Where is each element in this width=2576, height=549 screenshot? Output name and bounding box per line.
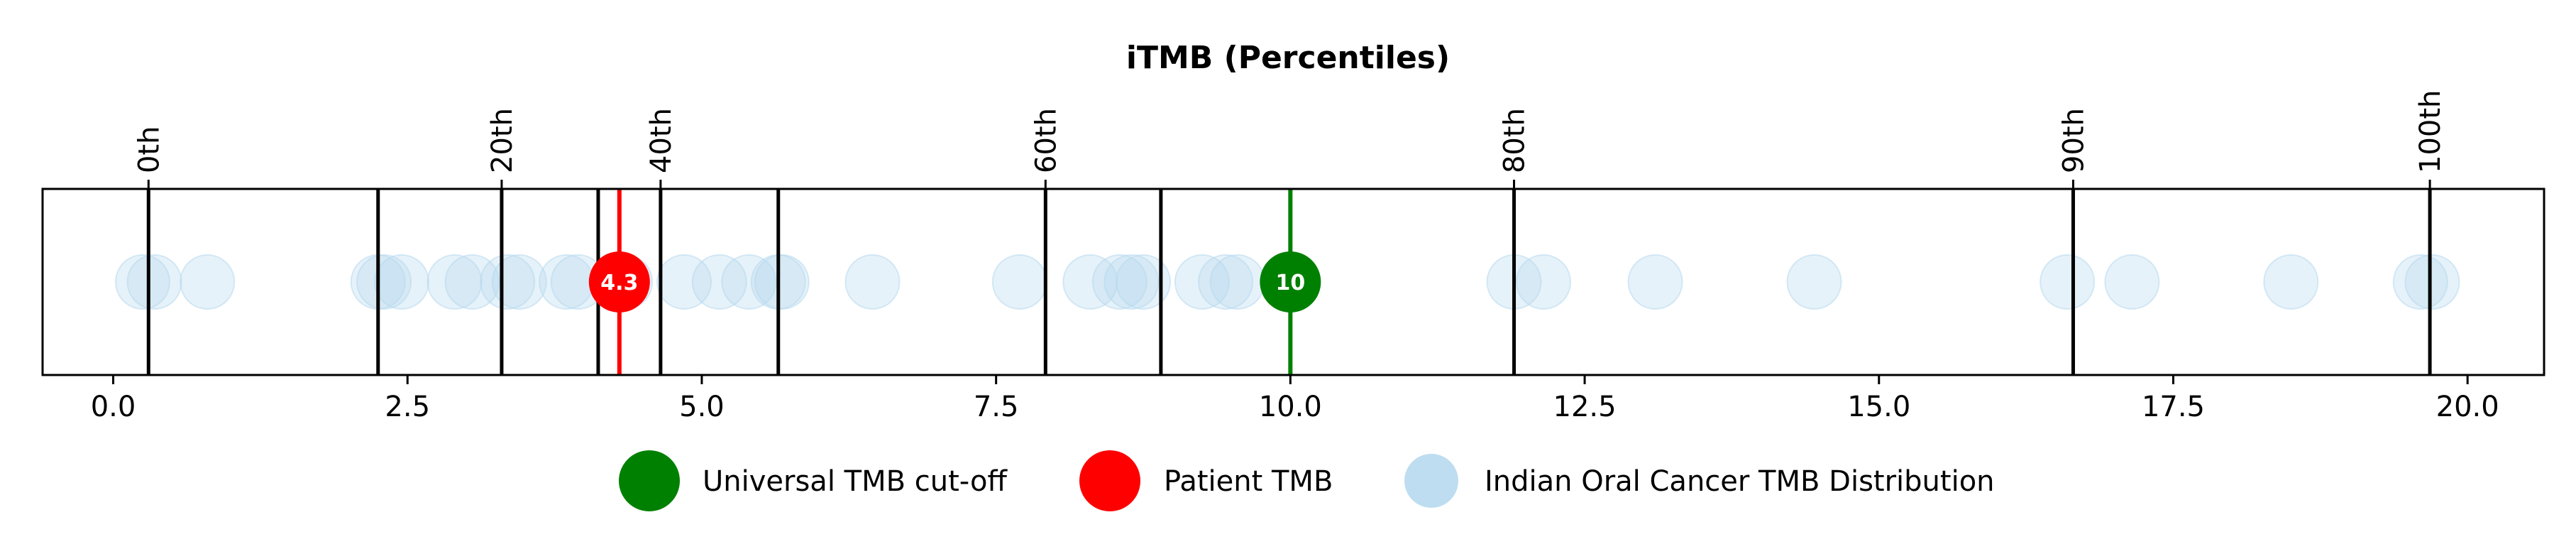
legend-cutoff-marker — [619, 450, 680, 511]
distribution-point — [1198, 254, 1254, 310]
x-tick-label: 0.0 — [91, 391, 136, 423]
distribution-point — [991, 254, 1047, 310]
distribution-point — [691, 254, 747, 310]
distribution-point — [2263, 254, 2319, 310]
x-tick-label: 2.5 — [385, 391, 430, 423]
distribution-point — [126, 254, 182, 310]
distribution-point — [1627, 254, 1683, 310]
x-axis: 0.0 2.5 5.0 7.5 10.0 12.5 15.0 17.5 20.0 — [91, 375, 2499, 423]
distribution-point — [2392, 254, 2448, 310]
percentile-label: 20th — [486, 108, 519, 173]
legend-patient-marker — [1079, 450, 1140, 511]
distribution-point — [2404, 254, 2460, 310]
distribution-point — [1103, 254, 1160, 310]
legend: Universal TMB cut-off Patient TMB Indian… — [619, 450, 1995, 511]
distribution-point — [1209, 254, 1265, 310]
x-tick-label: 7.5 — [974, 391, 1019, 423]
distribution-point — [444, 254, 500, 310]
x-tick-label: 5.0 — [679, 391, 725, 423]
distribution-point — [2040, 254, 2096, 310]
patient-tmb-value-label: 4.3 — [600, 271, 638, 295]
highlight-markers: 4.3 10 — [588, 189, 1321, 375]
distribution-point — [754, 254, 810, 310]
legend-patient-label: Patient TMB — [1164, 465, 1333, 498]
legend-cutoff-label: Universal TMB cut-off — [703, 465, 1008, 498]
distribution-point — [1516, 254, 1571, 310]
plot-frame — [41, 187, 2545, 376]
x-tick-label: 15.0 — [1847, 391, 1910, 423]
universal-cutoff-marker — [1260, 251, 1321, 312]
percentile-label: 80th — [1499, 108, 1531, 173]
distribution-point — [491, 254, 547, 310]
distribution-point — [480, 254, 536, 310]
x-tick-label: 12.5 — [1553, 391, 1617, 423]
distribution-point — [656, 254, 712, 310]
chart-title: iTMB (Percentiles) — [1126, 40, 1450, 76]
distribution-point — [115, 254, 170, 310]
x-tick-label: 20.0 — [2436, 391, 2499, 423]
percentile-label: 40th — [645, 108, 678, 173]
distribution-points — [115, 254, 2460, 310]
distribution-point — [373, 254, 429, 310]
percentile-label: 60th — [1030, 108, 1062, 173]
legend-distribution-marker — [1404, 454, 1458, 508]
distribution-point — [844, 254, 901, 310]
percentile-label: 100th — [2414, 90, 2447, 173]
distribution-point — [2104, 254, 2160, 310]
distribution-point — [1786, 254, 1842, 310]
patient-tmb-marker — [588, 251, 650, 312]
distribution-point — [180, 254, 236, 310]
distribution-point — [426, 254, 483, 310]
percentile-label: 90th — [2057, 108, 2090, 173]
decile-lines — [146, 189, 2432, 375]
distribution-point — [1062, 254, 1118, 310]
distribution-point — [1091, 254, 1147, 310]
distribution-point — [1174, 254, 1230, 310]
universal-cutoff-value-label: 10 — [1275, 271, 1305, 295]
percentile-label: 0th — [133, 126, 165, 173]
x-tick-label: 17.5 — [2142, 391, 2205, 423]
distribution-point — [356, 254, 412, 310]
x-tick-label: 10.0 — [1259, 391, 1322, 423]
distribution-point — [1116, 254, 1171, 310]
distribution-point — [721, 254, 777, 310]
percentile-axis: 0th 20th 40th 60th 80th 90th 100th — [133, 90, 2447, 189]
legend-distribution-label: Indian Oral Cancer TMB Distribution — [1485, 465, 1995, 498]
